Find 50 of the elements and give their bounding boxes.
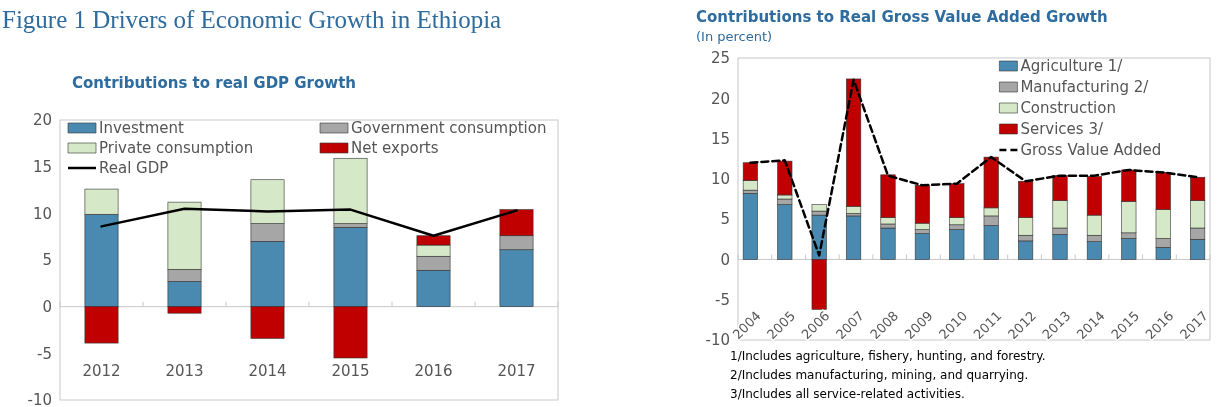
y-tick-label: 5 (720, 210, 730, 229)
bar (777, 204, 793, 260)
y-tick-label: 10 (710, 170, 730, 189)
x-tick-label: 2014 (248, 362, 287, 380)
bar (333, 157, 368, 224)
bar (742, 193, 758, 260)
text: 2/Includes manufacturing, mining, and quarrying. (730, 368, 1029, 382)
bar (949, 229, 965, 260)
legend-label: Net exports (351, 139, 439, 157)
y-tick-label: 15 (710, 129, 730, 148)
chart-title: Contributions to Real Gross Value Added Growth (696, 8, 1108, 26)
y-tick-label: 0 (42, 297, 52, 316)
legend-label: Investment (99, 119, 185, 137)
y-tick-label: 15 (32, 157, 52, 176)
chart-subtitle: (In percent) (696, 29, 773, 44)
legend-label: Gross Value Added (1020, 141, 1162, 159)
line-series (100, 207, 518, 237)
y-tick-label: 10 (32, 204, 52, 223)
x-tick-label: 2013 (165, 362, 204, 380)
legend-label: Construction (1020, 99, 1116, 117)
y-tick-label: 5 (42, 251, 52, 270)
y-tick-label: 20 (710, 89, 730, 108)
bar (846, 215, 862, 260)
legend-label: Manufacturing 2/ (1020, 78, 1150, 96)
x-tick-label: 2017 (497, 362, 536, 380)
bar (914, 233, 930, 260)
text: 3/Includes all service-related activities. (730, 387, 965, 401)
text: 1/Includes agriculture, fishery, hunting, and forestry. (730, 349, 1046, 363)
bar (880, 227, 896, 260)
y-tick-label: -5 (37, 344, 52, 363)
chart-subtitle: Contributions to real GDP Growth (72, 74, 357, 92)
bar (1018, 240, 1034, 260)
legend-label: Private consumption (99, 139, 254, 157)
bar (777, 160, 793, 196)
legend-label: Services 3/ (1020, 120, 1104, 138)
y-tick-label: -10 (705, 331, 730, 350)
legend-label: Agriculture 1/ (1020, 57, 1124, 75)
y-tick-label: 25 (710, 49, 730, 68)
legend-label: Real GDP (99, 159, 169, 177)
line-series (749, 78, 1199, 257)
x-tick-label: 2015 (331, 362, 370, 380)
legend-label: Government consumption (351, 119, 547, 137)
chart-title: Figure 1 Drivers of Economic Growth in Ethiopia (2, 6, 502, 33)
x-tick-label: 2016 (414, 362, 453, 380)
y-tick-label: 0 (720, 250, 730, 269)
x-tick-label: 2012 (82, 362, 121, 380)
y-tick-label: -10 (27, 391, 52, 407)
y-tick-label: 20 (32, 111, 52, 130)
y-tick-label: -5 (715, 290, 730, 309)
bar (811, 204, 827, 212)
